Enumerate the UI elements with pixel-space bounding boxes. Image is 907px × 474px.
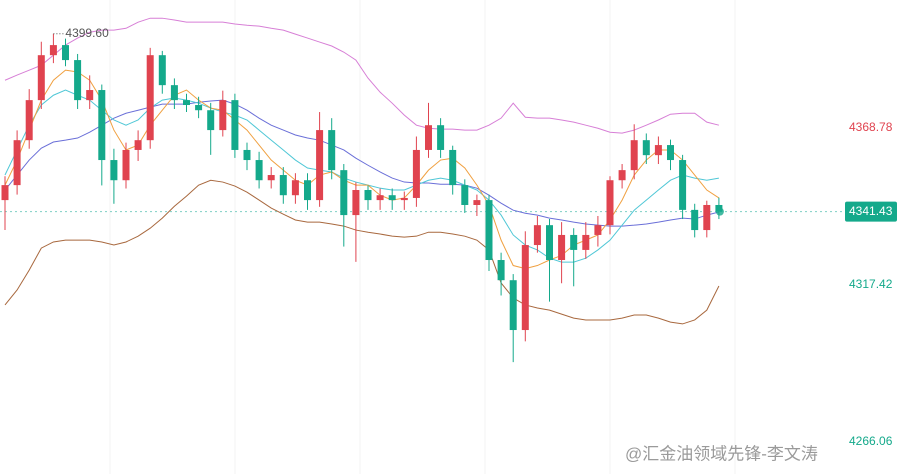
last-price-box bbox=[845, 201, 897, 222]
candle-body bbox=[304, 180, 311, 201]
candle-body bbox=[243, 149, 251, 161]
y-tick-label: 4368.78 bbox=[849, 120, 893, 134]
candle-body bbox=[158, 55, 166, 86]
candle-body bbox=[570, 234, 578, 250]
candle-body bbox=[654, 145, 662, 156]
candle-body bbox=[400, 197, 408, 201]
candle-body bbox=[316, 130, 324, 201]
candle-body bbox=[98, 90, 106, 161]
candle-body bbox=[62, 45, 69, 61]
candle-body bbox=[449, 149, 457, 186]
candle-body bbox=[412, 149, 420, 198]
candle-body bbox=[461, 185, 469, 205]
candle-body bbox=[1, 185, 9, 201]
candle-body bbox=[25, 100, 33, 141]
candle-body bbox=[425, 125, 432, 150]
candle-body bbox=[521, 245, 529, 331]
candle-body bbox=[606, 180, 614, 226]
candle-body bbox=[134, 140, 142, 150]
candle-body bbox=[642, 140, 650, 156]
candle-body bbox=[207, 110, 215, 131]
candle-body bbox=[49, 45, 57, 56]
last-price-dot bbox=[715, 207, 724, 216]
candle-body bbox=[630, 140, 638, 171]
candle-body bbox=[618, 170, 626, 181]
candle-body bbox=[279, 175, 287, 196]
candle-body bbox=[497, 260, 505, 281]
candle-body bbox=[74, 60, 82, 101]
indicator-line bbox=[4, 179, 720, 325]
candle-body bbox=[219, 100, 227, 131]
candle-body bbox=[267, 175, 275, 181]
candle-body bbox=[340, 170, 348, 216]
candle-body bbox=[37, 55, 45, 101]
y-tick-label: 4266.06 bbox=[849, 434, 893, 448]
candle-body bbox=[582, 234, 590, 250]
candle-body bbox=[437, 125, 445, 150]
candle-body bbox=[328, 130, 336, 171]
candle-body bbox=[546, 225, 553, 261]
candle-body bbox=[691, 209, 699, 231]
watermark: @汇金油领域先锋-李文涛 bbox=[625, 444, 818, 463]
candle-body bbox=[364, 190, 372, 201]
indicator-line bbox=[4, 89, 719, 263]
candle-body bbox=[195, 105, 203, 111]
candle-body bbox=[352, 190, 360, 216]
candle-body bbox=[679, 160, 687, 210]
candle-body bbox=[703, 204, 711, 231]
candle-body bbox=[291, 180, 299, 196]
candle-body bbox=[183, 100, 190, 106]
candle-body bbox=[255, 160, 263, 181]
candle-body bbox=[533, 225, 541, 246]
last-price-label: 4341.43 bbox=[849, 204, 893, 218]
candle-body bbox=[388, 195, 396, 201]
y-tick-label: 4317.42 bbox=[849, 277, 893, 291]
candle-body bbox=[485, 200, 493, 261]
candle-body bbox=[231, 100, 239, 150]
candle-body bbox=[473, 200, 481, 205]
candle-body bbox=[376, 195, 384, 201]
candle-body bbox=[594, 225, 602, 235]
candle-body bbox=[667, 145, 674, 161]
candle-body bbox=[146, 55, 154, 141]
candle-body bbox=[110, 160, 118, 181]
candle-body bbox=[509, 280, 517, 331]
candle-body bbox=[558, 234, 566, 261]
candle-body bbox=[122, 149, 130, 181]
candle-body bbox=[13, 140, 21, 186]
max-label: 4399.60 bbox=[65, 26, 109, 40]
indicator-line bbox=[4, 17, 720, 134]
candle-body bbox=[86, 90, 94, 101]
grid bbox=[109, 0, 736, 474]
candle-body bbox=[170, 85, 178, 101]
